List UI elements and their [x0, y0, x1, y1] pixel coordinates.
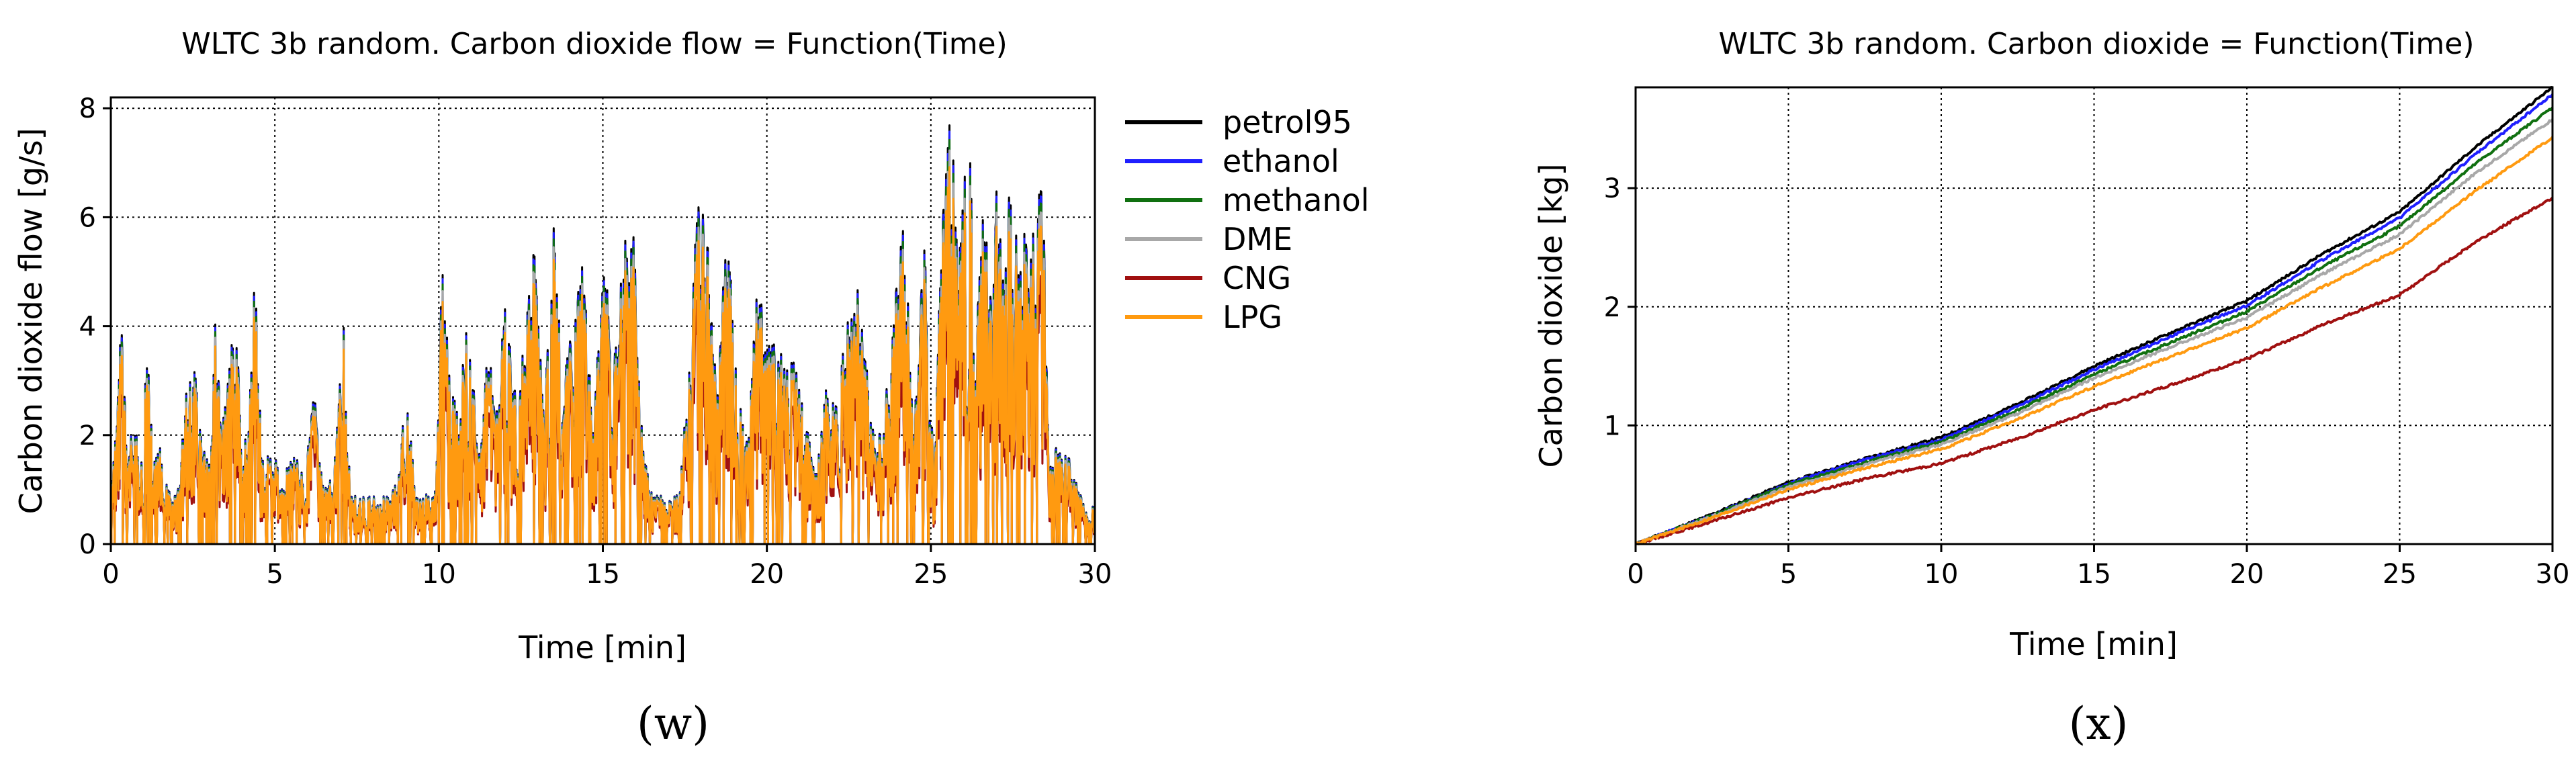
x-tick-label: 10	[422, 559, 456, 590]
y-tick-label: 2	[79, 420, 96, 451]
y-tick-label: 8	[79, 93, 96, 124]
x-axis-label: Time [min]	[518, 629, 686, 666]
chart-title: WLTC 3b random. Carbon dioxide flow = Fu…	[181, 27, 1008, 61]
x-axis-label: Time [min]	[2009, 626, 2178, 662]
x-tick-label: 25	[2383, 559, 2417, 590]
x-tick-label: 20	[2230, 559, 2264, 590]
y-tick-label: 4	[79, 312, 96, 343]
y-axis-label: Carbon dioxide [kg]	[1533, 164, 1569, 468]
panel-x-co2-cumulative-chart: WLTC 3b random. Carbon dioxide = Functio…	[1533, 27, 2569, 750]
panel-label: (x)	[2069, 698, 2129, 750]
y-tick-label: 3	[1604, 173, 1621, 204]
x-tick-label: 30	[2536, 559, 2570, 590]
series-lpg	[109, 166, 1096, 545]
series-lines	[109, 124, 1096, 545]
y-tick-label: 2	[1604, 292, 1621, 323]
legend-label-methanol: methanol	[1223, 182, 1370, 218]
series-lpg	[1634, 136, 2554, 545]
y-axis-ticks: 1 2 3	[1604, 173, 1636, 441]
x-tick-label: 5	[266, 559, 283, 590]
x-axis-ticks: 0 5 10 15 20 25 30	[1627, 544, 2569, 590]
x-tick-label: 20	[750, 559, 784, 590]
series-methanol	[1634, 106, 2554, 545]
x-tick-label: 5	[1780, 559, 1797, 590]
legend-label-cng: CNG	[1223, 260, 1291, 296]
y-axis-ticks: 0 2 4 6 8	[79, 93, 111, 560]
x-axis-ticks: 0 5 10 15 20 25 30	[102, 544, 1112, 590]
legend-label-lpg: LPG	[1223, 299, 1282, 335]
y-axis-label: Carbon dioxide flow [g/s]	[13, 128, 49, 514]
legend-label-petrol95: petrol95	[1223, 104, 1352, 140]
panel-label: (w)	[637, 698, 709, 750]
x-tick-label: 10	[1924, 559, 1959, 590]
x-tick-label: 15	[586, 559, 620, 590]
x-tick-label: 30	[1078, 559, 1112, 590]
series-dme	[1634, 118, 2554, 545]
y-tick-label: 6	[79, 202, 96, 233]
legend-label-ethanol: ethanol	[1223, 143, 1339, 179]
x-tick-label: 15	[2077, 559, 2111, 590]
x-tick-label: 0	[1627, 559, 1644, 590]
panel-w-co2-flow-chart: WLTC 3b random. Carbon dioxide flow = Fu…	[13, 27, 1370, 750]
grid	[1636, 87, 2552, 544]
y-tick-label: 0	[79, 529, 96, 560]
chart-title: WLTC 3b random. Carbon dioxide = Functio…	[1719, 27, 2475, 61]
y-tick-label: 1	[1604, 410, 1621, 441]
series-cng	[1634, 196, 2554, 545]
series-lines	[1634, 86, 2554, 545]
x-tick-label: 0	[102, 559, 119, 590]
x-tick-label: 25	[914, 559, 948, 590]
legend-label-dme: DME	[1223, 221, 1292, 257]
